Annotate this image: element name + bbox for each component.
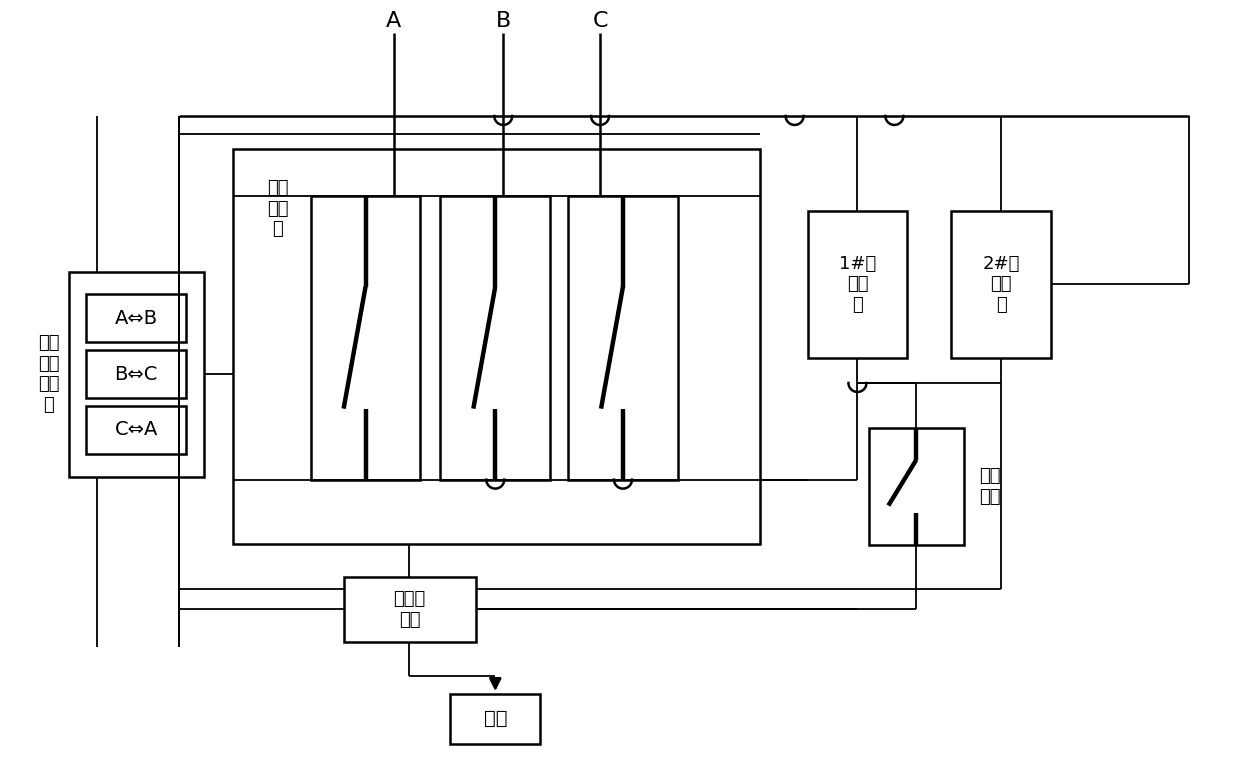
- Bar: [311, 196, 420, 480]
- Text: 1#转
换电
路: 1#转 换电 路: [838, 255, 877, 314]
- Text: 负荷: 负荷: [484, 709, 507, 728]
- Bar: [87, 350, 186, 398]
- Text: C: C: [593, 11, 608, 31]
- Bar: [87, 294, 186, 342]
- Text: 辅助
开关: 辅助 开关: [980, 467, 1001, 506]
- Text: A⇔B: A⇔B: [114, 309, 157, 327]
- Text: B⇔C: B⇔C: [114, 365, 157, 384]
- Bar: [69, 272, 203, 477]
- Bar: [568, 196, 678, 480]
- Text: 开关
控制
器: 开关 控制 器: [267, 179, 289, 239]
- Bar: [951, 211, 1052, 358]
- Text: B: B: [496, 11, 511, 31]
- Text: 2#转
换电
路: 2#转 换电 路: [982, 255, 1019, 314]
- Bar: [233, 149, 760, 544]
- Bar: [869, 428, 965, 546]
- Text: C⇔A: C⇔A: [114, 421, 157, 440]
- Bar: [450, 694, 541, 744]
- Text: 过零检
测器: 过零检 测器: [393, 590, 425, 628]
- Text: A: A: [386, 11, 401, 31]
- Bar: [343, 578, 476, 642]
- Bar: [807, 211, 908, 358]
- Bar: [87, 406, 186, 454]
- Text: 调相
选择
控制
器: 调相 选择 控制 器: [37, 334, 60, 414]
- Bar: [440, 196, 551, 480]
